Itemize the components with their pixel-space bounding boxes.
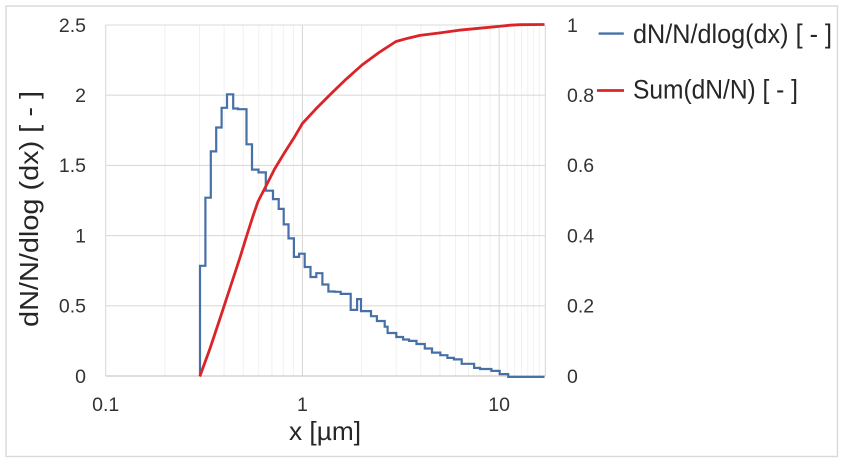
svg-text:0.1: 0.1 bbox=[92, 394, 119, 416]
svg-text:2: 2 bbox=[75, 85, 86, 107]
svg-text:1: 1 bbox=[297, 394, 308, 416]
svg-text:1: 1 bbox=[567, 15, 578, 37]
svg-text:dN/N/dlog (dx) [ - ]: dN/N/dlog (dx) [ - ] bbox=[14, 91, 44, 327]
svg-text:dN/N/dlog(dx) [ - ]: dN/N/dlog(dx) [ - ] bbox=[633, 19, 832, 49]
svg-text:0: 0 bbox=[567, 366, 578, 388]
svg-text:Sum(dN/N) [ - ]: Sum(dN/N) [ - ] bbox=[633, 74, 798, 104]
svg-text:0.5: 0.5 bbox=[59, 296, 86, 318]
svg-text:1: 1 bbox=[75, 225, 86, 247]
svg-text:10: 10 bbox=[488, 394, 510, 416]
svg-text:x [µm]: x [µm] bbox=[289, 416, 361, 446]
svg-text:0.6: 0.6 bbox=[567, 155, 594, 177]
svg-text:0.4: 0.4 bbox=[567, 225, 594, 247]
svg-text:0: 0 bbox=[75, 366, 86, 388]
svg-text:1.5: 1.5 bbox=[59, 155, 86, 177]
svg-text:0.8: 0.8 bbox=[567, 85, 594, 107]
svg-text:0.2: 0.2 bbox=[567, 296, 594, 318]
svg-text:2.5: 2.5 bbox=[59, 15, 86, 37]
